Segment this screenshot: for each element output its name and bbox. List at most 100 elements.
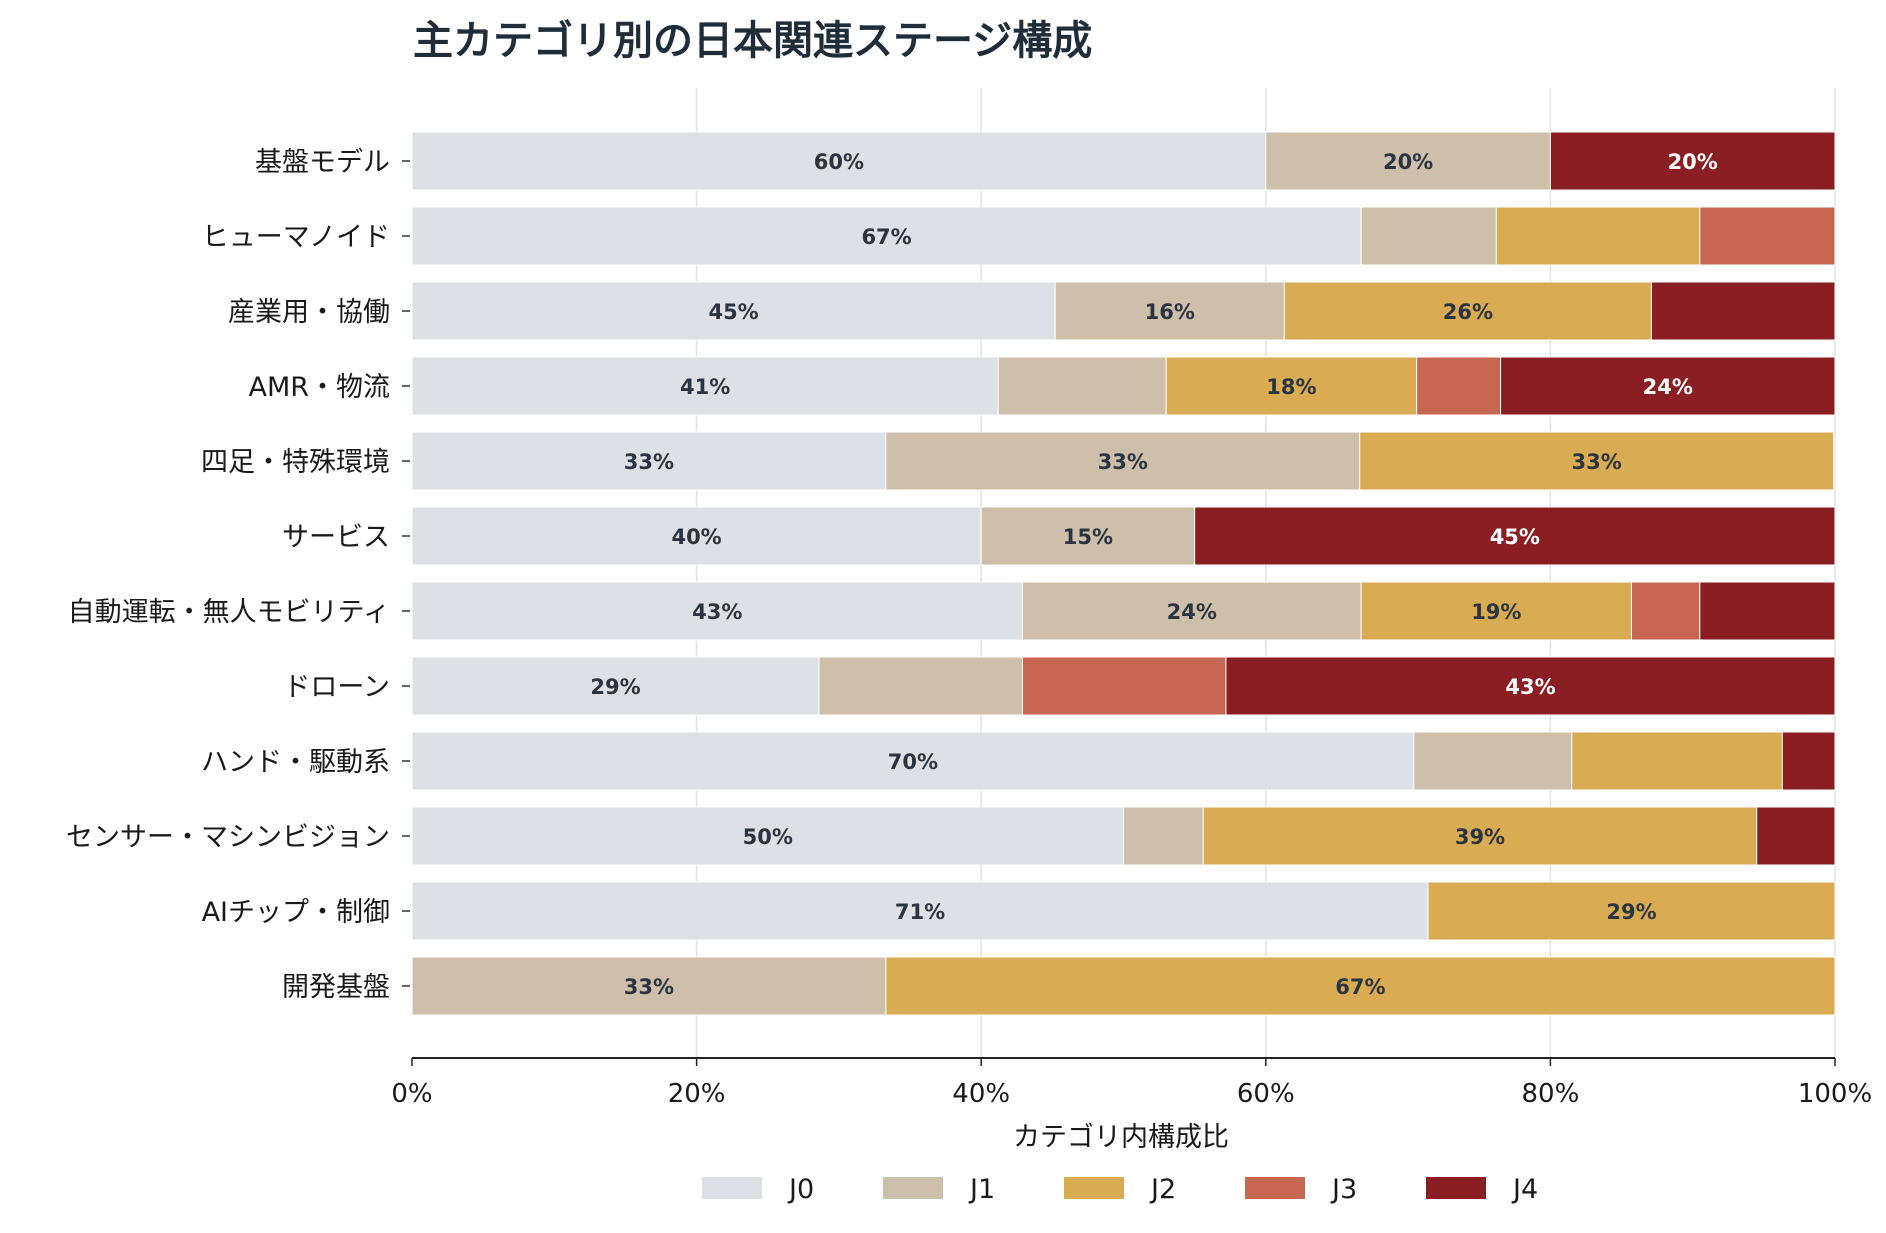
category-label: ヒューマノイド (202, 222, 390, 253)
legend-label-j1: J1 (968, 1174, 995, 1205)
bar-j3 (1631, 581, 1701, 641)
category-label: サービス (282, 522, 390, 553)
x-tick-label: 80% (1522, 1079, 1580, 1109)
bar-j3 (1416, 356, 1502, 416)
category-label: 基盤モデル (255, 147, 390, 178)
bars (411, 131, 1836, 1016)
legend: J0 J1 J2 J3 J4 (702, 1174, 1538, 1205)
category-label: 産業用・協働 (228, 297, 390, 328)
bar-j1 (411, 956, 887, 1016)
data-label: 16% (1145, 300, 1195, 324)
data-label: 60% (814, 150, 864, 174)
bar-j2 (1360, 581, 1633, 641)
data-label: 67% (861, 225, 911, 249)
data-label: 33% (624, 975, 674, 999)
data-label: 24% (1167, 600, 1217, 624)
bar-j1 (1123, 806, 1204, 866)
bar-j1 (1021, 581, 1362, 641)
data-label: 43% (692, 600, 742, 624)
data-label: 20% (1383, 150, 1433, 174)
bar-j0 (411, 431, 887, 491)
data-label: 33% (624, 450, 674, 474)
legend-swatch-j0 (702, 1177, 762, 1199)
bar-j4 (1756, 806, 1836, 866)
legend-label-j0: J0 (787, 1174, 814, 1205)
x-tick-label: 20% (668, 1079, 726, 1109)
data-label: 70% (888, 750, 938, 774)
data-label: 41% (680, 375, 730, 399)
bar-j1 (1413, 731, 1573, 791)
bar-j4 (1699, 581, 1836, 641)
legend-swatch-j2 (1064, 1177, 1124, 1199)
data-label: 29% (590, 675, 640, 699)
data-label: 67% (1335, 975, 1385, 999)
data-label: 40% (671, 525, 721, 549)
category-label: ハンド・駆動系 (201, 747, 390, 778)
category-label: AIチップ・制御 (202, 897, 390, 928)
bar-j2 (1427, 881, 1836, 941)
category-label: AMR・物流 (248, 372, 390, 403)
bar-j0 (411, 881, 1429, 941)
bar-j4 (1194, 506, 1836, 566)
data-label: 29% (1606, 900, 1656, 924)
bar-j1 (1360, 206, 1497, 266)
x-axis-title: カテゴリ内構成比 (1013, 1122, 1229, 1153)
legend-label-j3: J3 (1330, 1174, 1357, 1205)
data-label: 39% (1455, 825, 1505, 849)
bar-j2 (885, 956, 1836, 1016)
bar-j0 (411, 806, 1124, 866)
data-label: 19% (1471, 600, 1521, 624)
data-label: 20% (1668, 150, 1718, 174)
data-label: 26% (1443, 300, 1493, 324)
x-tick-label: 60% (1237, 1079, 1295, 1109)
chart-title: 主カテゴリ別の日本関連ステージ構成 (413, 18, 1092, 64)
legend-label-j4: J4 (1511, 1174, 1538, 1205)
x-tick-label: 0% (391, 1079, 432, 1109)
bar-j0 (411, 281, 1056, 341)
data-label: 24% (1643, 375, 1693, 399)
bar-j3 (1021, 656, 1227, 716)
segment-labels: 60% 20% 20% 67% 45% 16% 26% 41% 18% 24% 33% 33% 33% 4… (590, 150, 1717, 999)
data-label: 33% (1572, 450, 1622, 474)
bar-j4 (1225, 656, 1836, 716)
bar-j2 (1495, 206, 1701, 266)
legend-swatch-j4 (1426, 1177, 1486, 1199)
category-label: ドローン (283, 672, 390, 703)
bar-j4 (1500, 356, 1836, 416)
data-label: 43% (1505, 675, 1555, 699)
bar-j2 (1359, 431, 1835, 491)
data-label: 45% (708, 300, 758, 324)
bar-j4 (1781, 731, 1836, 791)
data-label: 18% (1266, 375, 1316, 399)
x-tick-label: 100% (1798, 1079, 1872, 1109)
bar-j1 (818, 656, 1023, 716)
bar-j2 (1283, 281, 1652, 341)
legend-label-j2: J2 (1149, 1174, 1176, 1205)
bar-j4 (1549, 131, 1836, 191)
bar-j1 (1265, 131, 1551, 191)
bar-j2 (1202, 806, 1758, 866)
bar-j0 (411, 131, 1267, 191)
category-label: 開発基盤 (282, 972, 390, 1003)
category-label: センサー・マシンビジョン (66, 822, 390, 853)
legend-swatch-j1 (883, 1177, 943, 1199)
bar-j0 (411, 506, 982, 566)
x-tick-label: 40% (952, 1079, 1010, 1109)
category-label: 自動運転・無人モビリティ (68, 597, 390, 628)
bar-j0 (411, 581, 1023, 641)
bar-j0 (411, 656, 820, 716)
bar-j1 (980, 506, 1196, 566)
bar-j3 (1699, 206, 1836, 266)
legend-swatch-j3 (1245, 1177, 1305, 1199)
bar-j2 (1571, 731, 1783, 791)
x-axis: 0% 20% 40% 60% 80% 100% (391, 1057, 1872, 1109)
bar-j0 (411, 206, 1362, 266)
data-label: 71% (895, 900, 945, 924)
bar-j2 (1165, 356, 1418, 416)
data-label: 15% (1063, 525, 1113, 549)
bar-j4 (1650, 281, 1836, 341)
bar-j1 (1054, 281, 1285, 341)
data-label: 50% (743, 825, 793, 849)
